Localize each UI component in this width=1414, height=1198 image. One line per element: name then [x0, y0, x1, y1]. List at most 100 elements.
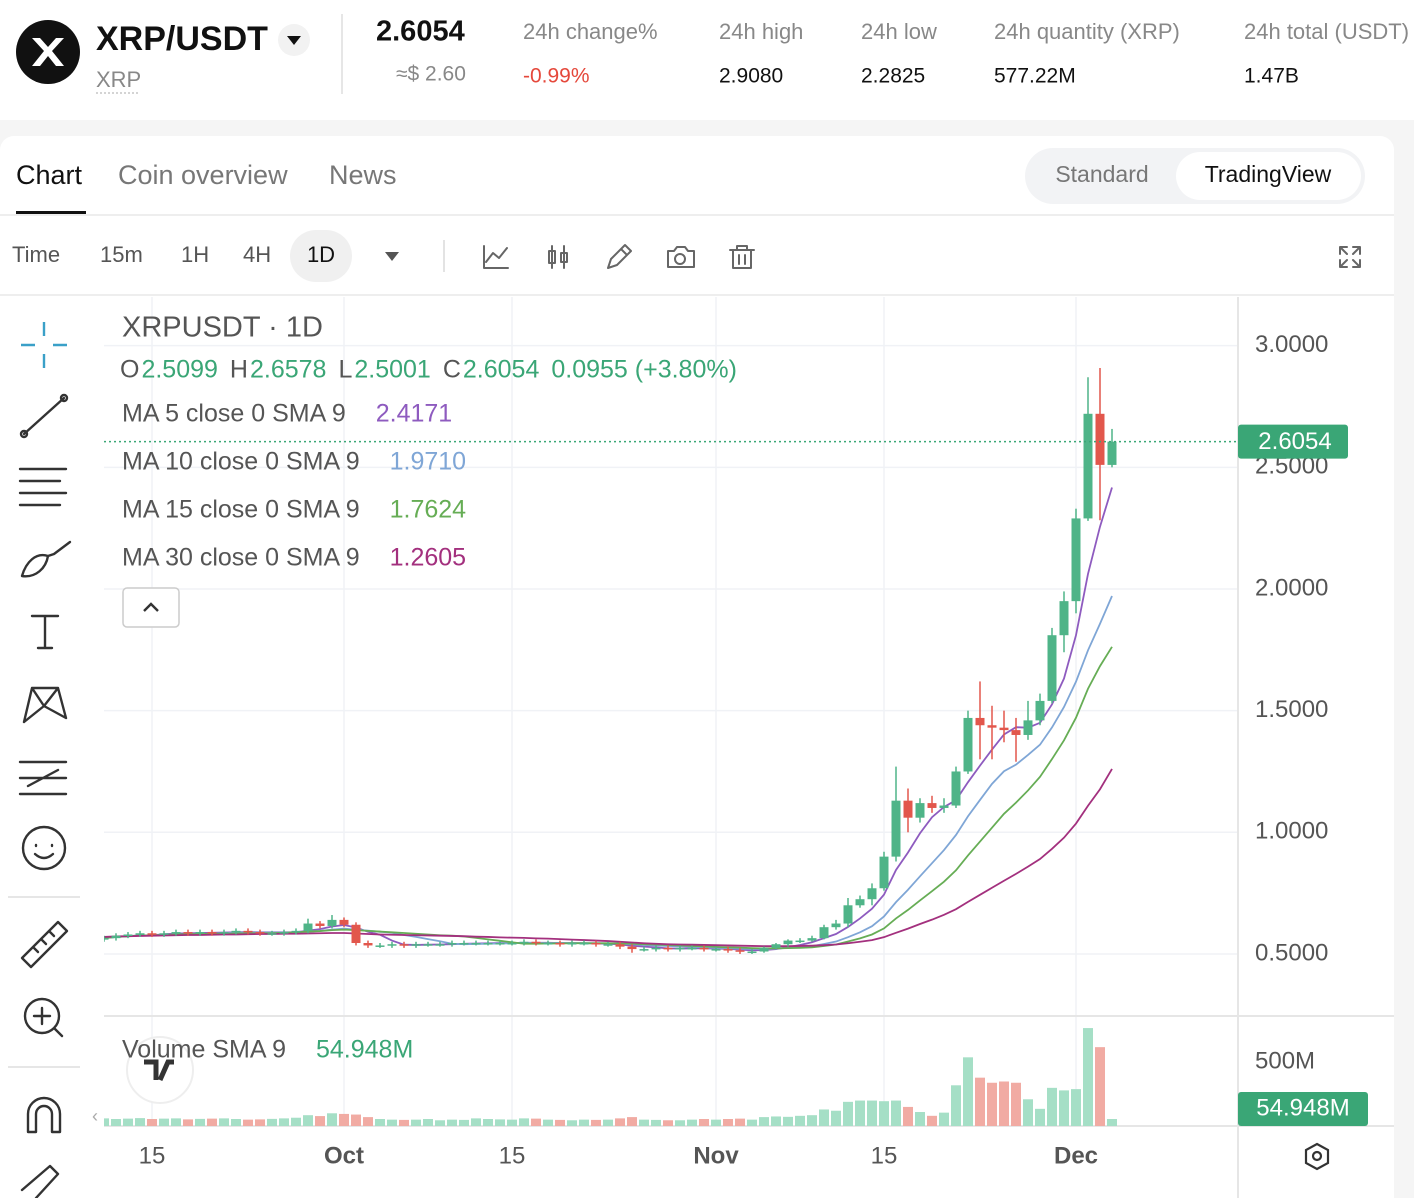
lock-tool[interactable] — [20, 1164, 60, 1198]
volume-bar — [1071, 1089, 1081, 1126]
volume-bar — [663, 1120, 673, 1126]
volume-bar — [303, 1115, 313, 1126]
candle-body — [759, 947, 769, 952]
emoji-face — [33, 843, 55, 860]
interval[interactable]: 1H — [181, 242, 209, 267]
candle-body — [1047, 635, 1057, 701]
brush-tool[interactable] — [20, 540, 72, 578]
tab[interactable]: Chart — [16, 160, 83, 190]
volume-bar — [231, 1119, 241, 1126]
candle-body — [939, 805, 949, 808]
tab-underline — [16, 211, 86, 214]
stat-value: 1.47B — [1244, 65, 1299, 88]
volume-bar — [891, 1100, 901, 1126]
candle-body — [291, 930, 301, 933]
collapse-legend[interactable] — [122, 587, 180, 628]
volume-bar — [735, 1118, 745, 1126]
volume-bar — [591, 1119, 601, 1126]
mode-option[interactable]: Standard — [1055, 161, 1148, 187]
draw-icon[interactable] — [607, 244, 632, 269]
volume-bar — [1023, 1099, 1033, 1126]
interval[interactable]: 1D — [307, 242, 335, 267]
ohlc-value: 2.5099 — [141, 356, 217, 384]
trendline-tool[interactable] — [19, 393, 69, 439]
candle-body — [675, 947, 685, 950]
settings-icon[interactable] — [1304, 1142, 1330, 1171]
candle-body — [603, 944, 613, 946]
emoji-tool[interactable] — [21, 825, 67, 871]
chart-type-icon[interactable] — [548, 245, 568, 269]
volume-bar — [315, 1116, 325, 1126]
base-coin[interactable]: XRP — [96, 67, 141, 92]
crosshair-tool[interactable] — [21, 322, 67, 368]
stat-label: 24h total (USDT) — [1244, 19, 1409, 44]
candle-body — [699, 947, 709, 950]
indicator-icon[interactable] — [483, 245, 509, 269]
tab[interactable]: News — [329, 160, 397, 190]
ma-name: MA 15 close 0 SMA 9 — [122, 496, 360, 524]
stat-label: 24h quantity (XRP) — [994, 19, 1180, 44]
mode-option[interactable]: TradingView — [1205, 161, 1332, 187]
fib-tool[interactable] — [18, 467, 68, 507]
candle-body — [123, 934, 133, 936]
candle-body — [1107, 441, 1117, 465]
stat-value: 2.2825 — [861, 65, 925, 88]
magnet-tool[interactable] — [26, 1096, 62, 1134]
pattern-tool[interactable] — [22, 686, 68, 724]
candle-body — [231, 930, 241, 933]
volume-bar — [459, 1119, 469, 1126]
candle-body — [399, 944, 409, 946]
candle-body — [375, 945, 385, 947]
stat-label: 24h change% — [523, 19, 658, 44]
candle-body — [735, 950, 745, 952]
volume-bar — [219, 1118, 229, 1126]
tab[interactable]: Coin overview — [118, 160, 288, 190]
volume-bar — [867, 1100, 877, 1126]
ohlc-value: 2.6054 — [463, 356, 540, 384]
volume-bar — [639, 1119, 649, 1126]
measure-tool[interactable] — [20, 920, 69, 969]
volume-bar — [855, 1100, 865, 1126]
prediction-tool[interactable] — [18, 760, 68, 796]
x-tick-label: Dec — [1054, 1142, 1098, 1169]
interval-dropdown[interactable] — [385, 252, 399, 261]
candle-body — [627, 946, 637, 950]
volume-bar — [104, 1118, 109, 1126]
zoom-tool[interactable] — [23, 997, 64, 1038]
candle-body — [807, 938, 817, 941]
candle-body — [987, 725, 997, 728]
candle-body — [471, 943, 481, 945]
volume-bar — [423, 1119, 433, 1126]
candle-body — [483, 943, 493, 945]
interval[interactable]: 4H — [243, 242, 271, 267]
candle-body — [495, 943, 505, 945]
volume-bar — [975, 1077, 985, 1126]
pair: XRP/USDT — [96, 20, 268, 58]
volume-bar — [291, 1117, 301, 1126]
volume-bar — [711, 1119, 721, 1126]
volume-bar — [795, 1115, 805, 1126]
volume-tag-label: 54.948M — [1256, 1094, 1349, 1121]
candle-body — [1011, 730, 1021, 735]
text-tool[interactable] — [30, 614, 60, 650]
fullscreen-icon[interactable] — [1339, 246, 1361, 268]
candle-body — [303, 923, 313, 931]
ohlc-letter: L — [338, 356, 352, 384]
last-price: 2.6054 — [376, 16, 465, 48]
interval[interactable]: 15m — [100, 242, 143, 267]
candle-body — [351, 924, 361, 944]
volume-bar — [819, 1109, 829, 1126]
collapse-toolbar[interactable]: ‹ — [92, 1106, 98, 1126]
x-tick-label: Nov — [693, 1142, 739, 1169]
candle-body — [999, 727, 1009, 731]
volume-bar — [807, 1115, 817, 1126]
candle-body — [663, 947, 673, 950]
candle-body — [651, 947, 661, 950]
candle-body — [579, 943, 589, 945]
candle-body — [867, 888, 877, 900]
volume-bar — [879, 1101, 889, 1126]
delete-icon[interactable] — [729, 245, 755, 269]
snapshot-icon[interactable] — [667, 246, 695, 268]
y-tick-label: 1.0000 — [1255, 818, 1328, 845]
